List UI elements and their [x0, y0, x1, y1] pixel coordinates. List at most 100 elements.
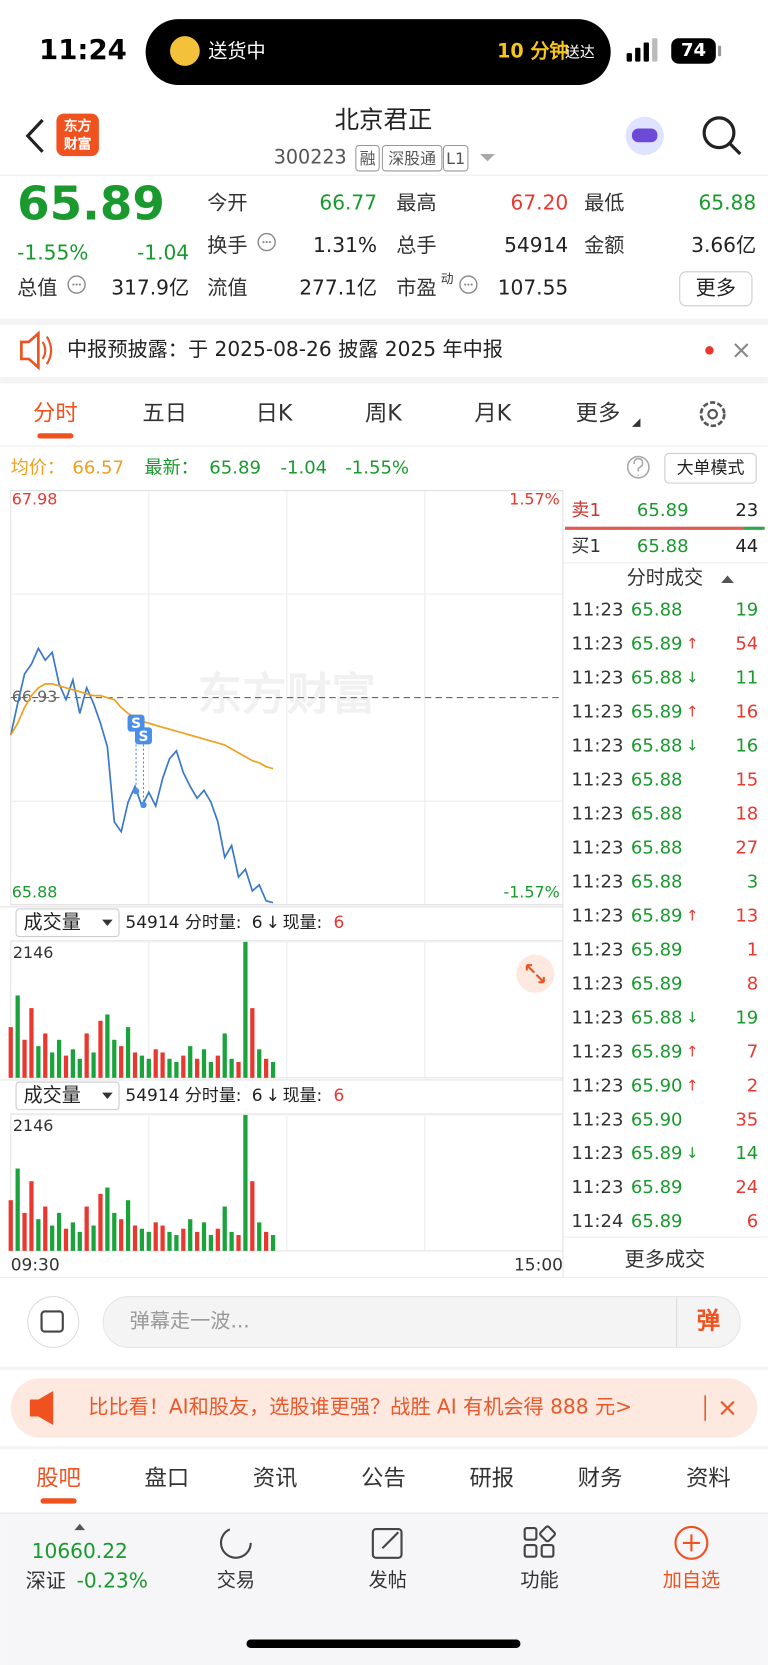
info-icon[interactable]	[257, 232, 276, 252]
trade-arrow: ↓	[686, 1008, 698, 1026]
stat-value: 54914	[504, 233, 568, 257]
nav-item[interactable]: 加自选	[663, 1569, 720, 1592]
dropdown-arrow[interactable]	[480, 153, 495, 162]
stat-label: 总值	[17, 275, 57, 299]
volume-arrow: ↓	[266, 913, 280, 933]
volume-bar	[15, 1168, 20, 1251]
volume-bar	[201, 1222, 207, 1251]
volume-bar	[188, 1046, 193, 1078]
settings-icon[interactable]	[699, 401, 726, 428]
trade-volume: 19	[735, 1007, 758, 1028]
indicator-select[interactable]	[15, 1081, 120, 1111]
section-tab[interactable]: 资料	[686, 1466, 731, 1492]
info-icon[interactable]	[67, 275, 86, 294]
section-tab[interactable]: 公告	[361, 1466, 406, 1492]
current-value: 6	[334, 1086, 345, 1106]
percent-label: -1.57%	[503, 883, 559, 902]
volume-bar	[112, 1039, 117, 1078]
volume-bar	[132, 1225, 138, 1251]
volume-bar	[270, 1235, 276, 1251]
tab[interactable]: 周K	[365, 401, 403, 427]
nav-item[interactable]: 功能	[520, 1569, 558, 1592]
banner-text[interactable]: 比比看！AI和股友，选股谁更强？战胜 AI 有机会得 888 元>	[88, 1395, 632, 1419]
battery-cap	[717, 45, 722, 57]
book-side: 卖1	[571, 500, 601, 521]
volume-bar	[153, 1222, 158, 1251]
stat-superscript: 动	[441, 272, 454, 287]
tab[interactable]: 更多	[576, 401, 621, 427]
trade-arrow: ↑	[686, 906, 698, 924]
danmaku-button[interactable]: 弹	[697, 1307, 720, 1335]
volume-bar	[63, 1055, 69, 1078]
close-banner[interactable]	[720, 1400, 735, 1416]
more-button[interactable]	[679, 271, 753, 307]
help-icon[interactable]	[626, 455, 650, 479]
signal-bar	[635, 47, 641, 62]
volume-bar	[84, 1206, 89, 1251]
trade-marker-label: S	[139, 729, 149, 745]
mode-button-label[interactable]: 大单模式	[677, 458, 745, 478]
volume-bar	[167, 1058, 172, 1078]
nav-item[interactable]: 交易	[217, 1569, 255, 1592]
live-activity: 送货中	[208, 40, 265, 63]
volume-bar	[174, 1061, 179, 1078]
tag: 融	[360, 149, 376, 168]
trade-time: 11:23	[571, 634, 623, 655]
trade-price: 65.88	[631, 769, 683, 790]
volume-bar	[229, 1231, 234, 1251]
trade-marker[interactable]	[134, 727, 152, 745]
index-name: 深证	[26, 1569, 66, 1593]
book-volume: 44	[735, 536, 758, 557]
section-tab[interactable]: 盘口	[145, 1466, 190, 1492]
info-icon[interactable]	[459, 275, 478, 294]
volume-bar	[181, 1228, 186, 1251]
search-icon[interactable]	[702, 116, 736, 150]
more-trades[interactable]: 更多成交	[625, 1247, 706, 1271]
expand-button[interactable]	[516, 954, 555, 993]
volume-bar	[257, 1049, 262, 1078]
watermark: 东方财富	[198, 669, 376, 721]
volume-bar	[84, 1033, 89, 1078]
delivery-icon	[170, 36, 200, 66]
tag-box	[381, 144, 443, 172]
comment-icon[interactable]	[27, 1296, 80, 1349]
section-tab[interactable]: 资讯	[253, 1466, 298, 1492]
mode-button[interactable]	[664, 452, 757, 484]
legend-value: -1.55%	[345, 457, 409, 478]
indicator-select[interactable]	[15, 908, 120, 938]
tab[interactable]: 日K	[256, 401, 294, 427]
section-tab[interactable]: 财务	[578, 1466, 623, 1492]
back-button[interactable]	[25, 118, 44, 153]
volume-bar	[132, 1052, 138, 1078]
volume-bar	[160, 1052, 165, 1078]
speaker-icon	[20, 330, 40, 371]
volume-bar	[22, 1039, 27, 1078]
section-tab[interactable]: 研报	[469, 1466, 514, 1492]
banner[interactable]	[10, 1378, 758, 1438]
func-icon	[540, 1543, 555, 1558]
volume-bar	[222, 1206, 227, 1251]
stock-code: 300223	[274, 146, 347, 169]
tab[interactable]: 月K	[474, 401, 512, 427]
volume-bar	[139, 1228, 145, 1251]
y-tick-label: 66.93	[12, 687, 58, 706]
stat-label: 总手	[396, 233, 436, 257]
volume-bar	[105, 1187, 110, 1251]
section-tab[interactable]: 股吧	[36, 1466, 81, 1492]
close-notice[interactable]	[734, 343, 749, 358]
volume-bar	[208, 1061, 214, 1078]
notice-text: 中报预披露：于 2025-08-26 披露 2025 年中报	[67, 337, 503, 361]
book-volume: 23	[735, 500, 758, 521]
nav-item[interactable]: 发帖	[369, 1569, 407, 1592]
danmaku-input[interactable]	[102, 1296, 741, 1349]
stat-value: 1.31%	[313, 233, 377, 257]
signal-bar	[652, 38, 658, 62]
trade-time: 11:23	[571, 803, 623, 824]
tab[interactable]: 五日	[142, 401, 187, 427]
x-tick-label: 15:00	[514, 1256, 563, 1276]
legend-value: 65.89	[209, 457, 261, 478]
marker-dot	[140, 801, 147, 809]
tab[interactable]: 分时	[33, 401, 78, 427]
more-button-label[interactable]: 更多	[696, 275, 736, 299]
post-pen	[381, 1531, 400, 1549]
